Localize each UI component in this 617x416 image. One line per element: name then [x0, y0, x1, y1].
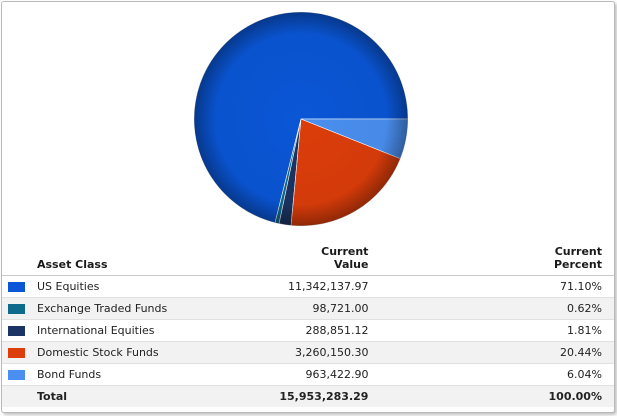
current-percent: 0.62%	[529, 297, 614, 320]
current-value-header: Current Value	[206, 238, 530, 276]
total-percent: 100.00%	[529, 385, 614, 407]
current-value: 98,721.00	[206, 297, 530, 320]
legend-swatch-bond-funds	[8, 370, 25, 380]
current-percent: 6.04%	[529, 363, 614, 386]
table-header-row: Asset Class Current Value Current Percen…	[2, 238, 614, 276]
asset-class-header: Asset Class	[2, 238, 207, 276]
asset-class-name: Domestic Stock Funds	[32, 341, 207, 364]
current-value-header-line2: Value	[334, 258, 369, 271]
allocation-table: Asset Class Current Value Current Percen…	[2, 238, 614, 407]
asset-allocation-pie-chart	[193, 11, 409, 227]
asset-class-name: Exchange Traded Funds	[32, 297, 207, 320]
current-percent: 1.81%	[529, 319, 614, 342]
current-value-header-line1: Current	[321, 245, 369, 258]
current-percent-header: Current Percent	[529, 238, 614, 276]
table-row: International Equities 288,851.12 1.81%	[2, 319, 614, 342]
total-label: Total	[32, 385, 207, 407]
legend-swatch-us-equities	[8, 282, 25, 292]
current-value: 3,260,150.30	[206, 341, 530, 364]
legend-swatch-international-equities	[8, 326, 25, 336]
asset-class-name: US Equities	[32, 275, 207, 298]
table-row: Domestic Stock Funds 3,260,150.30 20.44%	[2, 341, 614, 364]
table-row: Exchange Traded Funds 98,721.00 0.62%	[2, 297, 614, 320]
current-value: 11,342,137.97	[206, 275, 530, 298]
table-row: Bond Funds 963,422.90 6.04%	[2, 363, 614, 386]
current-percent-header-line1: Current	[554, 245, 602, 258]
current-percent-header-line2: Percent	[553, 258, 602, 271]
current-value: 963,422.90	[206, 363, 530, 386]
current-percent: 20.44%	[529, 341, 614, 364]
current-value: 288,851.12	[206, 319, 530, 342]
table-row: US Equities 11,342,137.97 71.10%	[2, 275, 614, 298]
total-value: 15,953,283.29	[206, 385, 530, 407]
legend-swatch-exchange-traded-funds	[8, 304, 25, 314]
total-row: Total 15,953,283.29 100.00%	[2, 385, 614, 407]
current-percent: 71.10%	[529, 275, 614, 298]
legend-swatch-domestic-stock-funds	[8, 348, 25, 358]
asset-class-name: Bond Funds	[32, 363, 207, 386]
asset-class-name: International Equities	[32, 319, 207, 342]
